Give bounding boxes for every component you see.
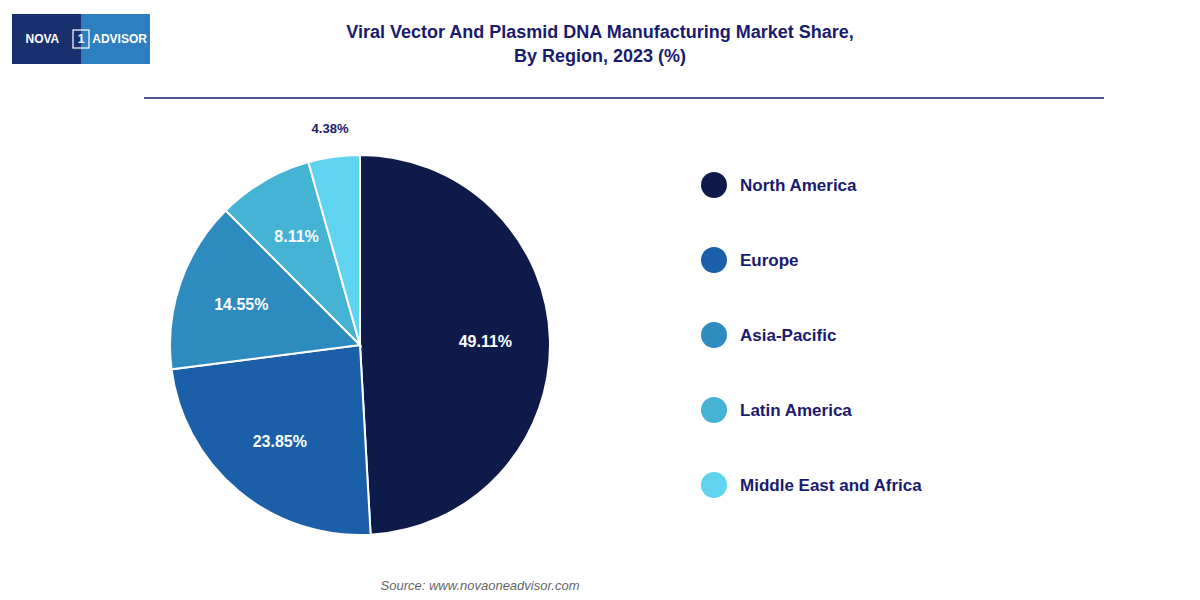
source: Source: www.novaoneadvisor.com bbox=[381, 578, 580, 593]
legend-swatch bbox=[701, 172, 727, 198]
legend-entry: Latin America bbox=[740, 401, 852, 420]
data-label: 23.85% bbox=[253, 433, 307, 450]
data-labels: 49.11% 23.85% 14.55% 8.11% 4.38% bbox=[214, 121, 512, 450]
data-label: 14.55% bbox=[214, 296, 268, 313]
title-line: Viral Vector And Plasmid DNA Manufacturi… bbox=[346, 22, 853, 42]
title: Viral Vector And Plasmid DNA Manufacturi… bbox=[346, 22, 853, 66]
background bbox=[0, 0, 1200, 600]
logo-text: NOVA bbox=[25, 32, 59, 46]
logo-frame bbox=[73, 30, 89, 48]
pie-slice bbox=[360, 155, 550, 535]
legend-entry: Europe bbox=[740, 251, 799, 270]
logo-left bbox=[12, 14, 81, 64]
chart: Viral Vector And Plasmid DNA Manufacturi… bbox=[0, 0, 1200, 600]
legend-entry: Asia-Pacific bbox=[740, 326, 836, 345]
legend-swatch bbox=[701, 247, 727, 273]
pie bbox=[170, 155, 550, 535]
logo-right bbox=[81, 14, 150, 64]
data-label: 8.11% bbox=[274, 228, 318, 245]
legend-entry: North America bbox=[740, 176, 857, 195]
legend-entry: Middle East and Africa bbox=[740, 476, 922, 495]
logo: NOVA 1 ADVISOR bbox=[12, 14, 150, 64]
logo-text: 1 bbox=[78, 32, 85, 46]
legend-swatch bbox=[701, 322, 727, 348]
pie-slice bbox=[172, 345, 371, 535]
legend-swatch bbox=[701, 397, 727, 423]
legend: North America Europe Asia-Pacific Latin Ame… bbox=[701, 172, 922, 498]
logo-text: ADVISOR bbox=[92, 32, 147, 46]
data-label: 4.38% bbox=[312, 121, 349, 136]
legend-swatch bbox=[701, 472, 727, 498]
data-label: 49.11% bbox=[459, 333, 512, 350]
separator bbox=[144, 97, 1104, 99]
title-line: By Region, 2023 (%) bbox=[514, 46, 686, 66]
pie-slice bbox=[308, 155, 360, 345]
